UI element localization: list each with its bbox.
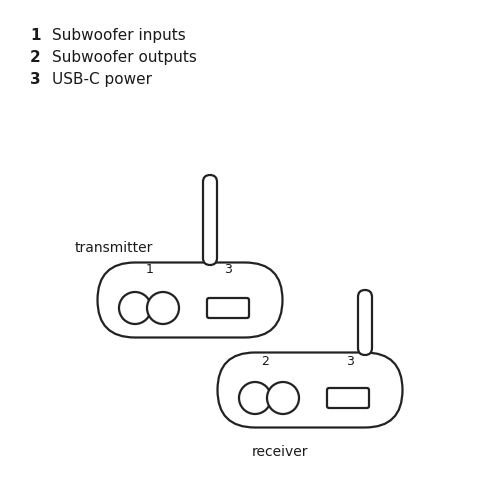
Text: 3: 3 — [224, 263, 232, 276]
FancyBboxPatch shape — [203, 175, 217, 265]
Text: Subwoofer outputs: Subwoofer outputs — [52, 50, 197, 65]
Text: USB-C power: USB-C power — [52, 72, 152, 87]
Text: 1: 1 — [146, 263, 154, 276]
Text: 1: 1 — [30, 28, 40, 43]
FancyBboxPatch shape — [207, 298, 249, 318]
Text: Subwoofer inputs: Subwoofer inputs — [52, 28, 186, 43]
FancyBboxPatch shape — [327, 388, 369, 408]
Text: 2: 2 — [261, 355, 269, 368]
Circle shape — [267, 382, 299, 414]
Text: 2: 2 — [30, 50, 41, 65]
Text: transmitter: transmitter — [75, 241, 154, 255]
Circle shape — [239, 382, 271, 414]
FancyBboxPatch shape — [218, 352, 402, 428]
FancyBboxPatch shape — [98, 262, 282, 338]
Circle shape — [147, 292, 179, 324]
FancyBboxPatch shape — [358, 290, 372, 355]
Circle shape — [119, 292, 151, 324]
Text: 3: 3 — [30, 72, 40, 87]
Text: 3: 3 — [346, 355, 354, 368]
Text: receiver: receiver — [252, 445, 308, 459]
